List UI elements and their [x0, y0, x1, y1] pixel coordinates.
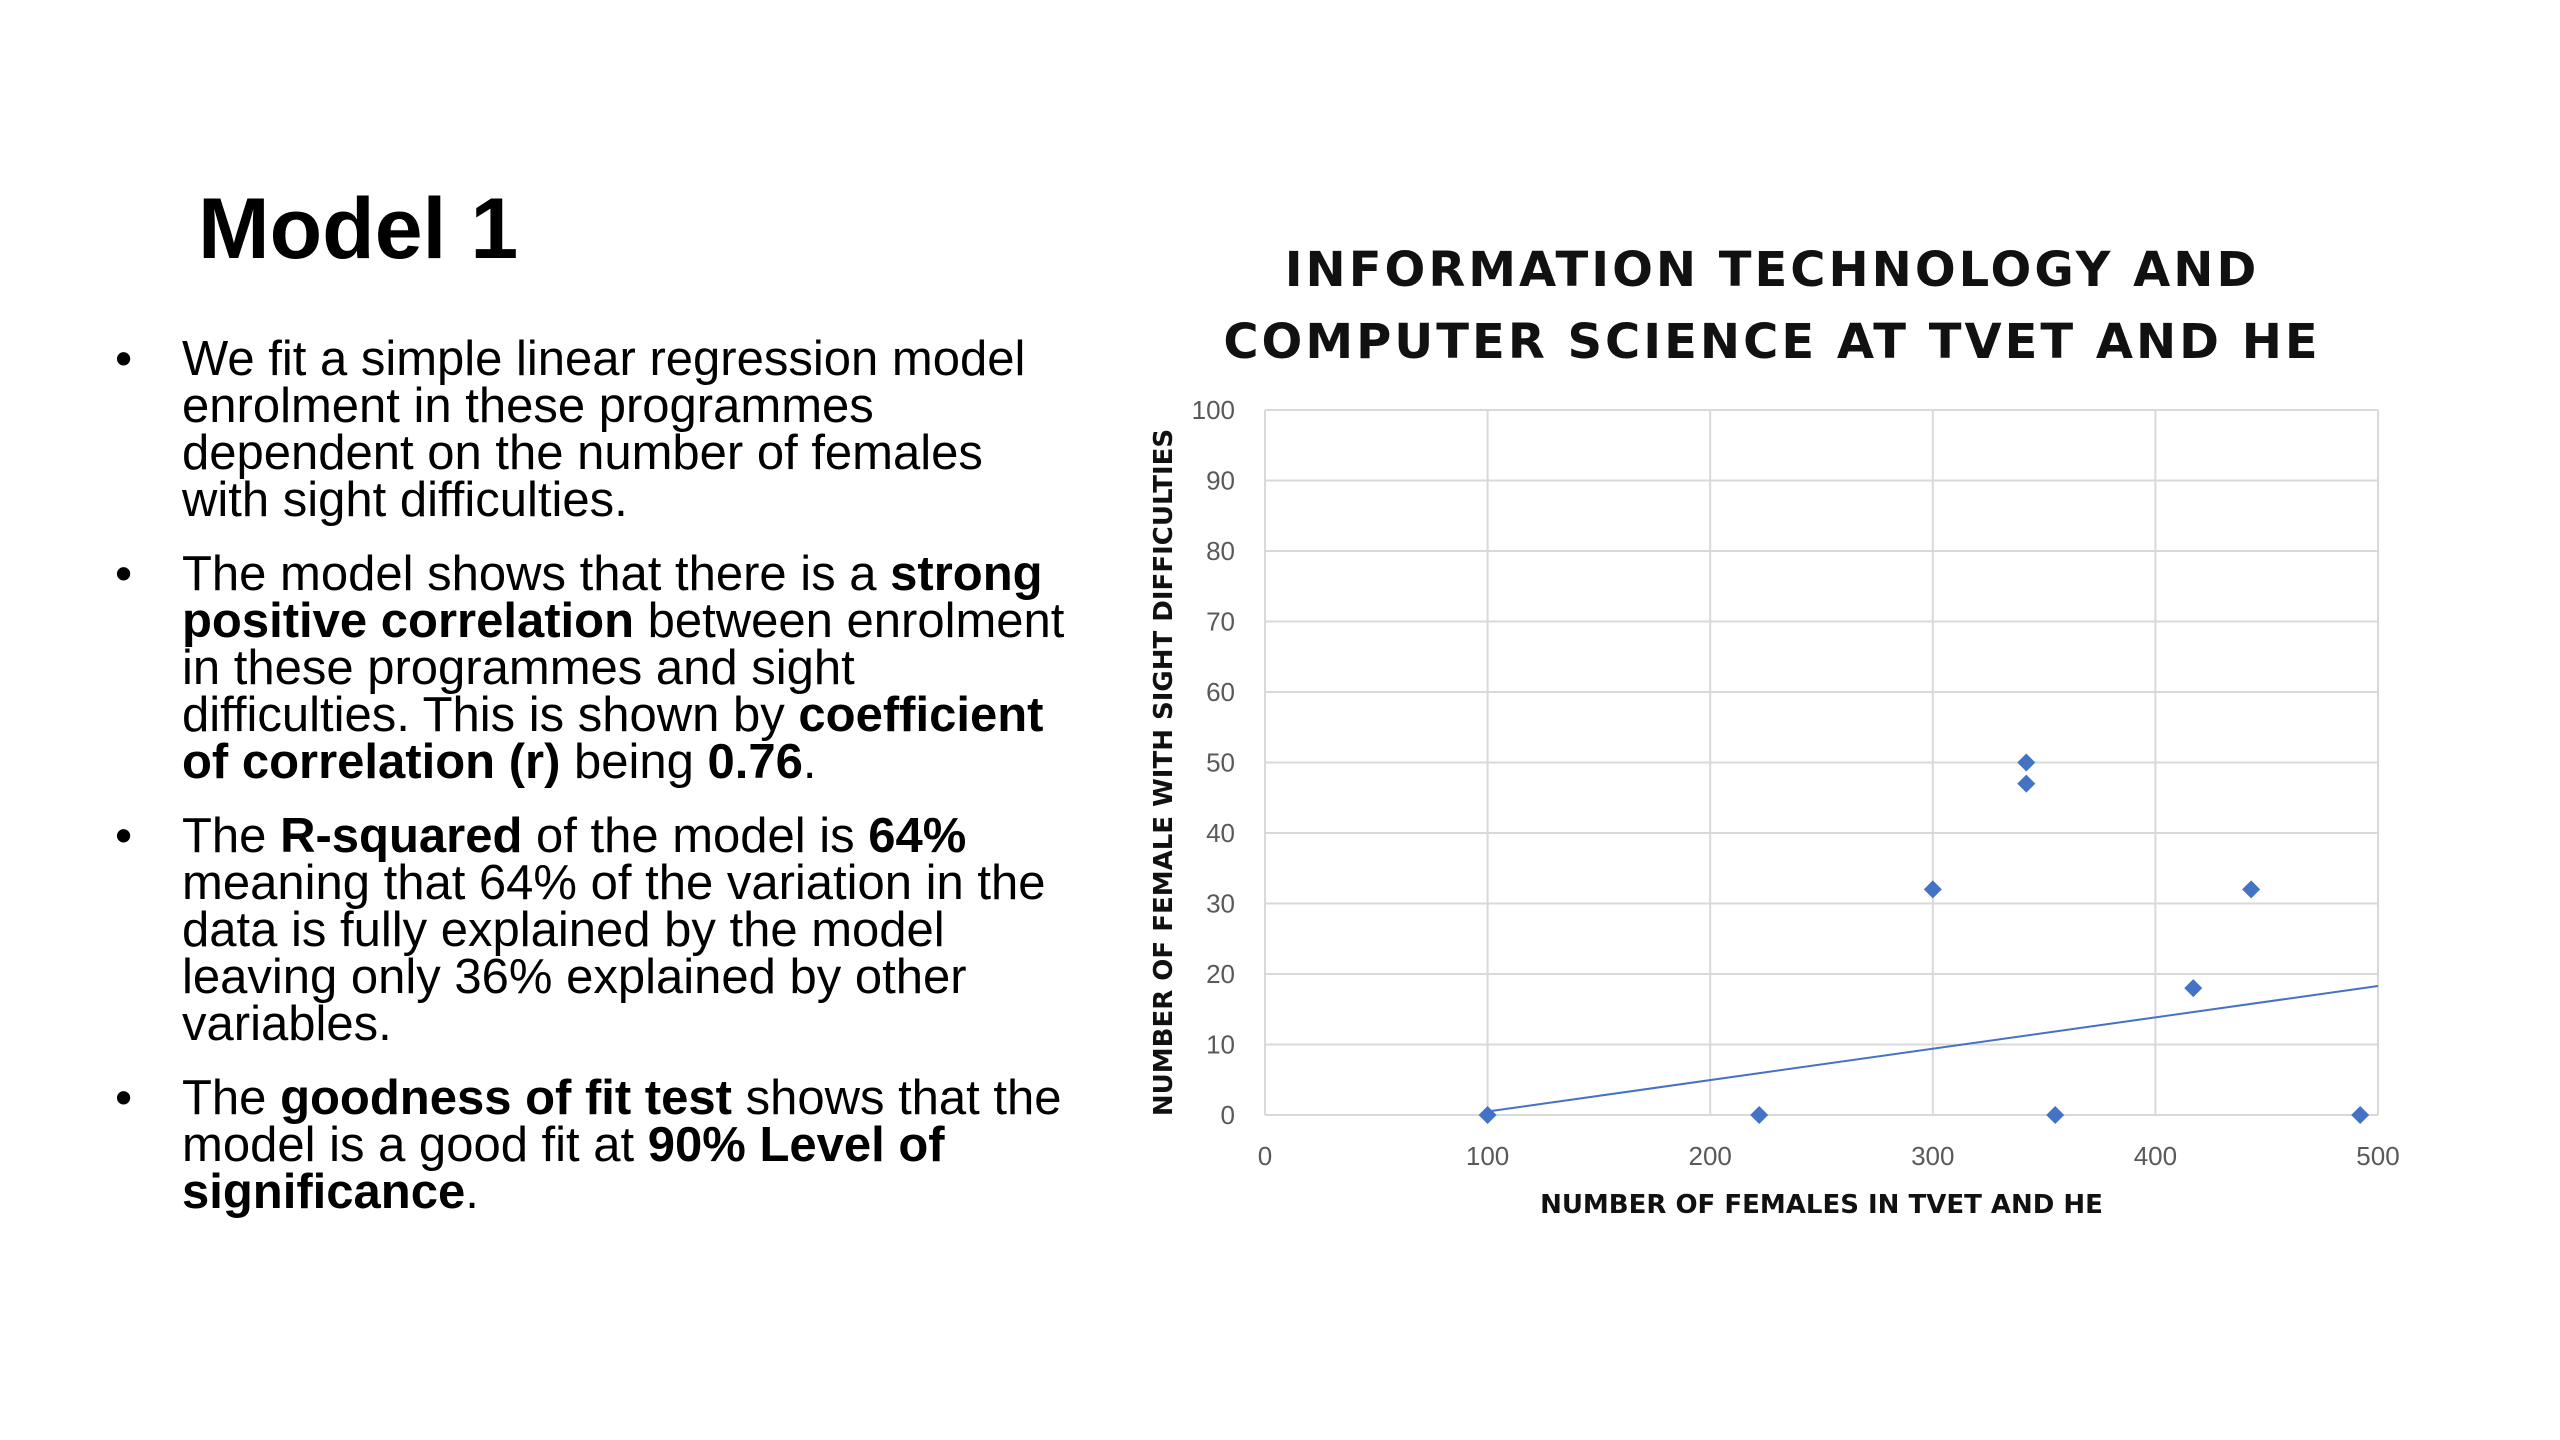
- y-axis-label: NUMBER OF FEMALE WITH SIGHT DIFFICULTIES: [1149, 429, 1179, 1116]
- bullet-text: being: [560, 735, 708, 789]
- bullet-bold-text: 90% Level of significance: [182, 1118, 945, 1219]
- data-point: [1478, 1106, 1497, 1124]
- bullet-bold-text: 0.76: [707, 735, 803, 789]
- x-axis-ticks: 0 100 200 300 400 500: [1258, 1141, 2400, 1171]
- bullet-list: We fit a simple linear regression model …: [110, 335, 1070, 1243]
- data-point: [1750, 1106, 1769, 1124]
- bullet-bold-text: R-squared: [280, 809, 523, 863]
- bullet-text: The: [182, 809, 281, 863]
- bullet-text: .: [802, 735, 817, 789]
- y-tick-label: 40: [1206, 818, 1235, 848]
- chart-gridlines: [1264, 409, 2379, 1116]
- data-point: [2017, 753, 2036, 772]
- y-axis-ticks: 0 10 20 30 40 50 60 70 80 90 100: [1192, 395, 1235, 1130]
- y-tick-label: 70: [1206, 607, 1235, 637]
- bullet-text: shows that the model is a good fit at: [182, 1071, 1062, 1172]
- y-tick-label: 100: [1192, 395, 1235, 425]
- bullet-bold-text: coefficient of correlation (r): [182, 688, 1044, 789]
- data-point: [2046, 1106, 2065, 1124]
- bullet-text: We fit a simple linear regression model …: [182, 332, 1026, 527]
- y-tick-label: 90: [1206, 466, 1235, 496]
- chart-title-line: COMPUTER SCIENCE AT TVET AND HE: [1223, 314, 2320, 370]
- y-tick-label: 80: [1206, 536, 1235, 566]
- x-tick-label: 500: [2356, 1141, 2399, 1171]
- bullet-text: The model shows that there is a: [182, 547, 891, 601]
- bullet-text: The: [182, 1071, 281, 1125]
- y-tick-label: 20: [1206, 959, 1235, 989]
- x-axis-label: NUMBER OF FEMALES IN TVET AND HE: [1540, 1190, 2103, 1220]
- bullet-item: We fit a simple linear regression model …: [110, 335, 1070, 525]
- bullet-bold-text: 64%: [868, 809, 967, 863]
- slide-title: Model 1: [198, 181, 519, 277]
- bullet-bold-text: goodness of fit test: [280, 1071, 732, 1125]
- y-tick-label: 50: [1206, 748, 1235, 778]
- chart-title-line: INFORMATION TECHNOLOGY AND: [1285, 242, 2260, 298]
- bullet-item: The model shows that there is a strong p…: [110, 550, 1070, 789]
- y-tick-label: 30: [1206, 889, 1235, 919]
- trendline-layer: [1487, 984, 2379, 1113]
- x-tick-label: 400: [2134, 1141, 2177, 1171]
- bullet-bold-text: strong positive correlation: [182, 547, 1043, 648]
- bullet-text: .: [465, 1165, 479, 1219]
- y-tick-label: 10: [1206, 1030, 1235, 1060]
- x-tick-label: 300: [1911, 1141, 1954, 1171]
- bullet-text: of the model is: [522, 809, 869, 863]
- y-tick-label: 60: [1206, 677, 1235, 707]
- x-tick-label: 200: [1689, 1141, 1732, 1171]
- bullet-item: The goodness of fit test shows that the …: [110, 1074, 1070, 1219]
- bullet-text: between enrolment in these programmes an…: [182, 594, 1065, 742]
- data-point: [1923, 880, 1942, 899]
- x-tick-label: 0: [1258, 1141, 1272, 1171]
- data-point: [2351, 1106, 2370, 1124]
- data-points: [1478, 753, 2370, 1124]
- data-point: [2017, 774, 2036, 793]
- y-tick-label: 0: [1221, 1100, 1235, 1130]
- data-point: [2242, 880, 2261, 899]
- bullet-text: meaning that 64% of the variation in the…: [182, 856, 1046, 1051]
- bullet-item: The R-squared of the model is 64% meanin…: [110, 812, 1070, 1051]
- trendline: [1487, 984, 2379, 1113]
- x-tick-label: 100: [1466, 1141, 1509, 1171]
- chart-title: INFORMATION TECHNOLOGY AND COMPUTER SCIEN…: [1223, 242, 2320, 370]
- data-point: [2184, 979, 2203, 998]
